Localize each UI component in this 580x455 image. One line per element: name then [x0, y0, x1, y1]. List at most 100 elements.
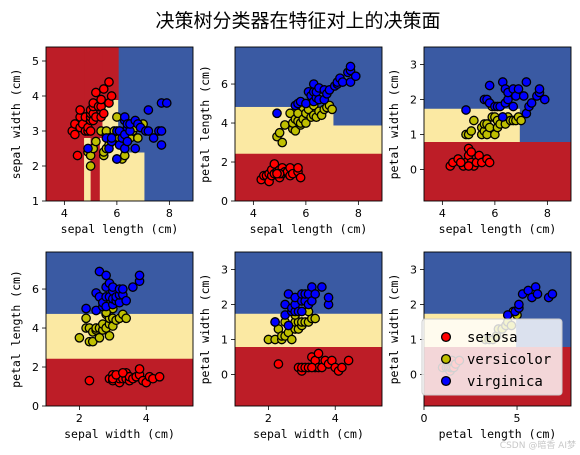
y-tick-label: 0 [221, 369, 228, 382]
x-tick-label: 6 [302, 207, 309, 220]
point-virginica [161, 98, 172, 108]
x-tick-label: 8 [166, 207, 173, 220]
x-tick-label: 4 [332, 412, 339, 425]
point-versicolor [290, 125, 301, 136]
legend-label: virginica [467, 374, 543, 390]
point-virginica [526, 98, 537, 108]
point-versicolor [286, 334, 297, 345]
point-virginica [518, 91, 529, 101]
point-versicolor [277, 137, 288, 148]
point-setosa [134, 364, 145, 374]
point-versicolor [516, 115, 526, 126]
point-setosa [484, 157, 495, 168]
point-versicolor [327, 104, 337, 115]
x-tick-label: 8 [544, 207, 551, 220]
x-tick-label: 4 [143, 412, 150, 425]
y-tick-label: 6 [221, 78, 228, 91]
x-tick-label: 8 [355, 207, 362, 220]
y-tick-label: 1 [410, 334, 417, 347]
y-axis-label: petal width (cm) [387, 69, 401, 180]
y-tick-label: 0 [410, 369, 417, 382]
point-setosa [91, 87, 101, 98]
point-virginica [143, 126, 154, 136]
y-tick-label: 6 [32, 283, 39, 296]
x-axis-label: sepal length (cm) [61, 222, 179, 236]
scatter-points [74, 266, 165, 388]
x-axis-label: petal length (cm) [439, 427, 557, 441]
subplot-4: 2 4 0 2 4 6 sepal width (cm) petal length (cm) [9, 251, 194, 441]
x-tick-label: 6 [491, 207, 498, 220]
point-virginica [532, 289, 543, 299]
point-setosa [104, 77, 114, 87]
point-versicolor [301, 118, 311, 128]
point-setosa [295, 172, 306, 183]
subplot-1: 4 6 8 1 2 3 4 5 sepal length (cm) sepal width (cm… [9, 46, 194, 236]
y-axis-label: petal width (cm) [387, 274, 401, 385]
y-tick-label: 0 [221, 195, 228, 208]
point-virginica [117, 284, 128, 294]
x-axis-label: sepal length (cm) [250, 222, 368, 236]
y-tick-label: 2 [32, 361, 39, 374]
point-virginica [497, 112, 508, 122]
legend-box [421, 318, 563, 396]
point-versicolor [310, 313, 321, 324]
point-virginica [350, 71, 361, 82]
point-virginica [106, 133, 117, 143]
point-virginica [121, 295, 132, 306]
point-setosa [98, 108, 109, 119]
point-versicolor [104, 330, 115, 341]
point-virginica [130, 143, 141, 154]
point-setosa [337, 362, 347, 373]
axes-frame [423, 46, 572, 202]
point-setosa [154, 371, 165, 382]
point-versicolor [280, 120, 290, 130]
point-virginica [83, 143, 93, 154]
y-axis-label: petal width (cm) [198, 274, 212, 385]
point-versicolor [94, 332, 105, 343]
y-tick-label: 5 [32, 55, 39, 68]
point-versicolor [133, 133, 143, 143]
point-virginica [514, 299, 524, 310]
region-virginica [118, 47, 122, 139]
x-tick-label: 4 [250, 207, 257, 220]
x-tick-label: 4 [61, 207, 68, 220]
point-virginica [272, 108, 282, 119]
point-virginica [296, 306, 307, 317]
decision-regions [424, 47, 571, 201]
x-tick-label: 5 [514, 412, 521, 425]
point-virginica [81, 303, 91, 314]
point-setosa [306, 362, 317, 373]
y-tick-label: 0 [410, 164, 417, 177]
point-virginica [143, 105, 154, 115]
point-virginica [323, 292, 334, 303]
figure-title: 决策树分类器在特征对上的决策面 [155, 10, 440, 32]
point-virginica [508, 101, 519, 112]
point-setosa [273, 359, 284, 369]
point-virginica [345, 61, 356, 72]
y-tick-label: 4 [32, 90, 39, 103]
axes-frame [45, 251, 194, 407]
point-virginica [461, 105, 471, 115]
y-tick-label: 2 [221, 299, 228, 312]
region-virginica [424, 252, 571, 314]
point-setosa [85, 126, 96, 136]
point-virginica [484, 80, 495, 91]
legend-marker [440, 331, 452, 343]
point-virginica [122, 136, 133, 147]
point-setosa [72, 150, 83, 161]
point-virginica [547, 289, 558, 299]
point-virginica [156, 140, 167, 150]
point-versicolor [121, 313, 132, 324]
point-setosa [96, 94, 106, 105]
point-virginica [513, 84, 524, 94]
subplot-3: 4 6 8 0 1 2 3 sepal length (cm) petal width (cm) [387, 46, 572, 236]
point-virginica [148, 133, 159, 143]
point-virginica [539, 94, 550, 105]
point-versicolor [81, 313, 91, 324]
point-setosa [75, 105, 85, 115]
point-setosa [343, 355, 354, 366]
legend-marker [440, 353, 452, 365]
point-setosa [106, 91, 117, 101]
x-tick-label: 0 [421, 412, 428, 425]
point-virginica [270, 317, 280, 327]
